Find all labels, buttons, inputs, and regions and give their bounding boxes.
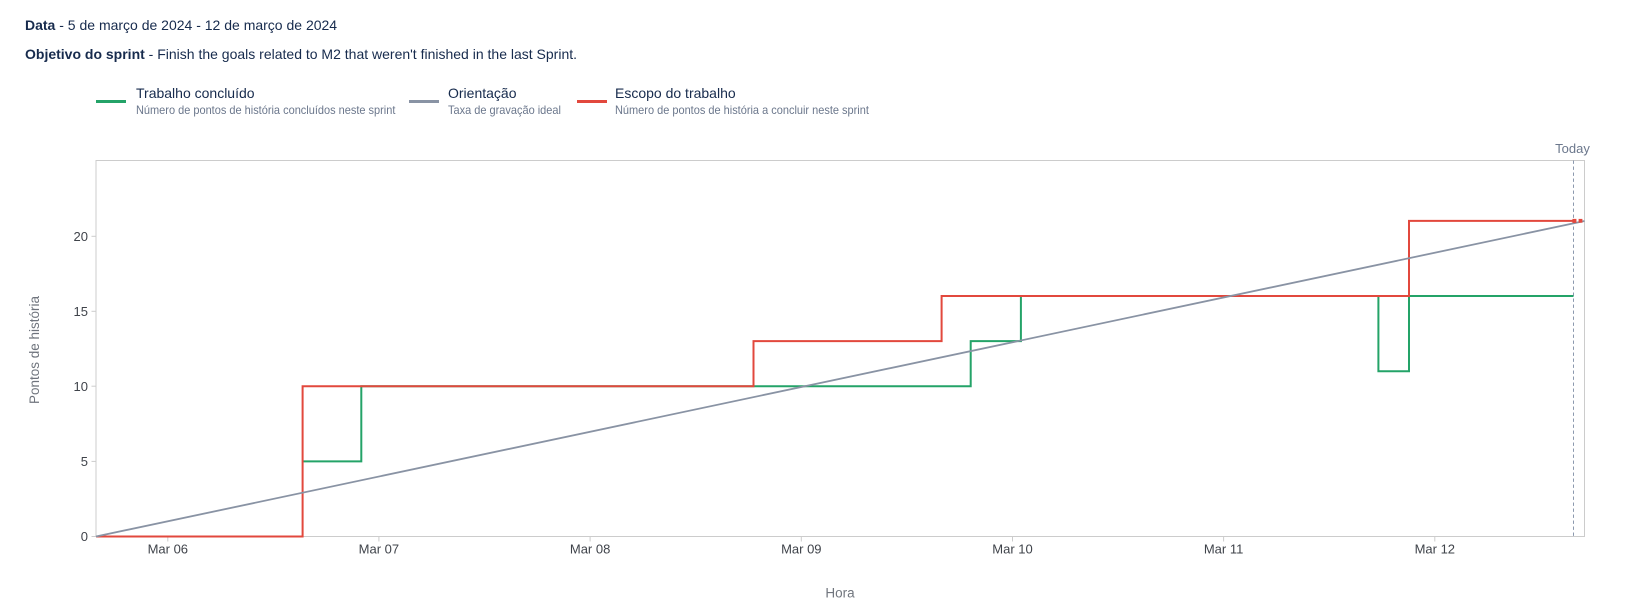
svg-text:20: 20 (74, 229, 88, 244)
svg-text:Mar 08: Mar 08 (570, 542, 610, 557)
svg-text:Mar 10: Mar 10 (992, 542, 1032, 557)
svg-text:0: 0 (81, 529, 88, 544)
svg-text:Pontos de história: Pontos de história (27, 295, 42, 404)
svg-text:Mar 06: Mar 06 (148, 542, 188, 557)
svg-text:10: 10 (74, 379, 88, 394)
svg-text:Mar 12: Mar 12 (1415, 542, 1455, 557)
svg-text:5: 5 (81, 454, 88, 469)
svg-text:Mar 11: Mar 11 (1204, 542, 1244, 557)
svg-text:Mar 09: Mar 09 (781, 542, 821, 557)
svg-text:Today: Today (1555, 141, 1590, 156)
svg-text:15: 15 (74, 304, 88, 319)
svg-text:Mar 07: Mar 07 (359, 542, 399, 557)
svg-text:Hora: Hora (825, 586, 855, 601)
